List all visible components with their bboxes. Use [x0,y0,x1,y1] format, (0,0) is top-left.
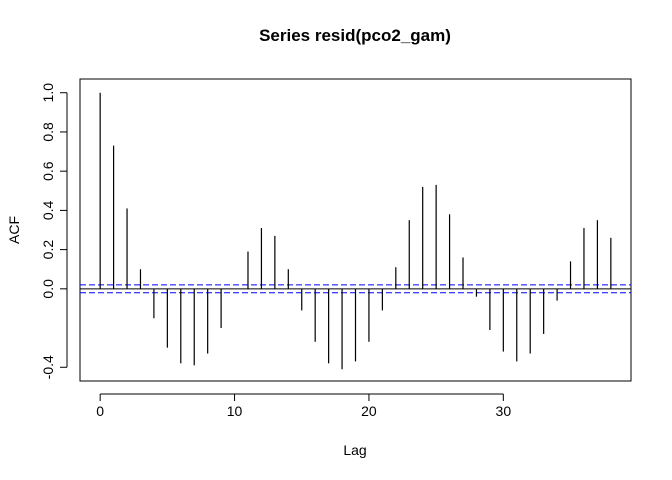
y-tick-label: 0.4 [40,200,56,220]
y-tick-label: 0.2 [40,240,56,260]
y-tick-label: 1.0 [40,83,56,103]
chart-title: Series resid(pco2_gam) [259,26,451,45]
y-tick-label: -0.4 [40,355,56,379]
y-tick-label: 0.0 [40,279,56,299]
plot-frame [79,78,632,382]
x-tick-label: 20 [361,403,377,419]
y-axis: -0.4 0.0 0.2 0.4 0.6 0.8 1.0 [40,83,68,379]
x-tick-label: 0 [96,403,104,419]
x-tick-label: 10 [227,403,243,419]
x-tick-label: 30 [496,403,512,419]
y-tick-label: 0.6 [40,161,56,181]
x-axis: 0 10 20 30 [96,393,512,419]
acf-bars [99,92,612,370]
x-axis-label: Lag [343,442,366,458]
y-tick-label: 0.8 [40,122,56,142]
y-axis-label: ACF [6,216,22,244]
